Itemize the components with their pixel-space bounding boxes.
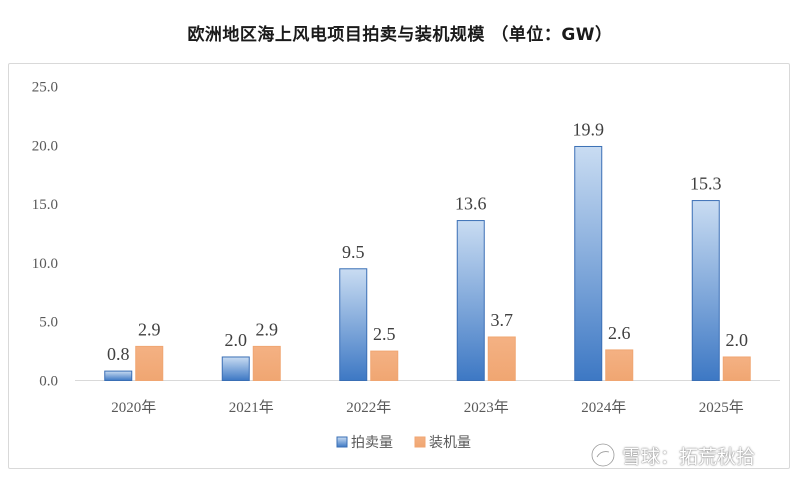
x-tick-label: 2021年 [229,399,274,416]
y-tick-label: 0.0 [39,374,58,390]
data-label: 2.6 [608,323,631,343]
data-label: 2.0 [726,330,749,350]
bar-installed [605,349,634,382]
bar-installed [487,336,516,382]
legend-swatch [414,436,426,448]
legend-label: 拍卖量 [351,435,393,451]
x-axis: 2020年 2021年 2022年 2023年 2024年 2025年 [75,380,780,416]
y-tick-label: 5.0 [39,315,58,331]
data-label: 19.9 [573,119,605,139]
legend-swatch [336,436,348,448]
bar-auction [104,370,133,382]
y-tick-label: 20.0 [32,138,58,154]
chart-frame [8,63,790,469]
y-tick-label: 10.0 [32,256,58,272]
bar-installed [135,345,164,381]
legend: 拍卖量 装机量 [336,435,471,451]
data-label: 2.9 [138,319,161,339]
x-tick-label: 2024年 [581,399,626,416]
data-label: 9.5 [342,242,365,262]
data-label-group: 0.8 2.9 2.0 2.9 9.5 2.5 13.6 3.7 19.9 2.6 15.3 2.0 [107,119,748,364]
watermark-text: 雪球：拓荒秋拾 [622,445,756,468]
data-label: 15.3 [690,174,722,194]
chart-title: 欧洲地区海上风电项目拍卖与装机规模 （单位：GW） [187,25,613,45]
bar-auction [574,145,603,381]
bar-auction [339,268,368,381]
data-label: 13.6 [455,194,487,214]
bar-installed [722,356,751,382]
data-label: 2.0 [225,330,248,350]
bar-installed [370,350,399,382]
data-label: 0.8 [107,344,130,364]
watermark: 雪球：拓荒秋拾 [590,440,755,470]
y-axis: 0.0 5.0 10.0 15.0 20.0 25.0 [32,80,58,390]
bar-auction [221,356,250,382]
x-tick-label: 2023年 [464,399,509,416]
x-tick-label: 2022年 [346,399,391,416]
data-label: 3.7 [491,310,514,330]
data-label: 2.9 [256,319,279,339]
bar-installed [252,345,281,381]
legend-label: 装机量 [429,435,471,451]
x-tick-label: 2025年 [699,399,744,416]
bar-auction [691,200,720,381]
bar-auction [456,220,485,381]
bar-series-group [104,145,751,382]
y-tick-label: 25.0 [32,80,58,96]
snowball-logo-icon [590,442,616,468]
x-tick-label: 2020年 [111,399,156,416]
data-label: 2.5 [373,324,396,344]
y-tick-label: 15.0 [32,197,58,213]
